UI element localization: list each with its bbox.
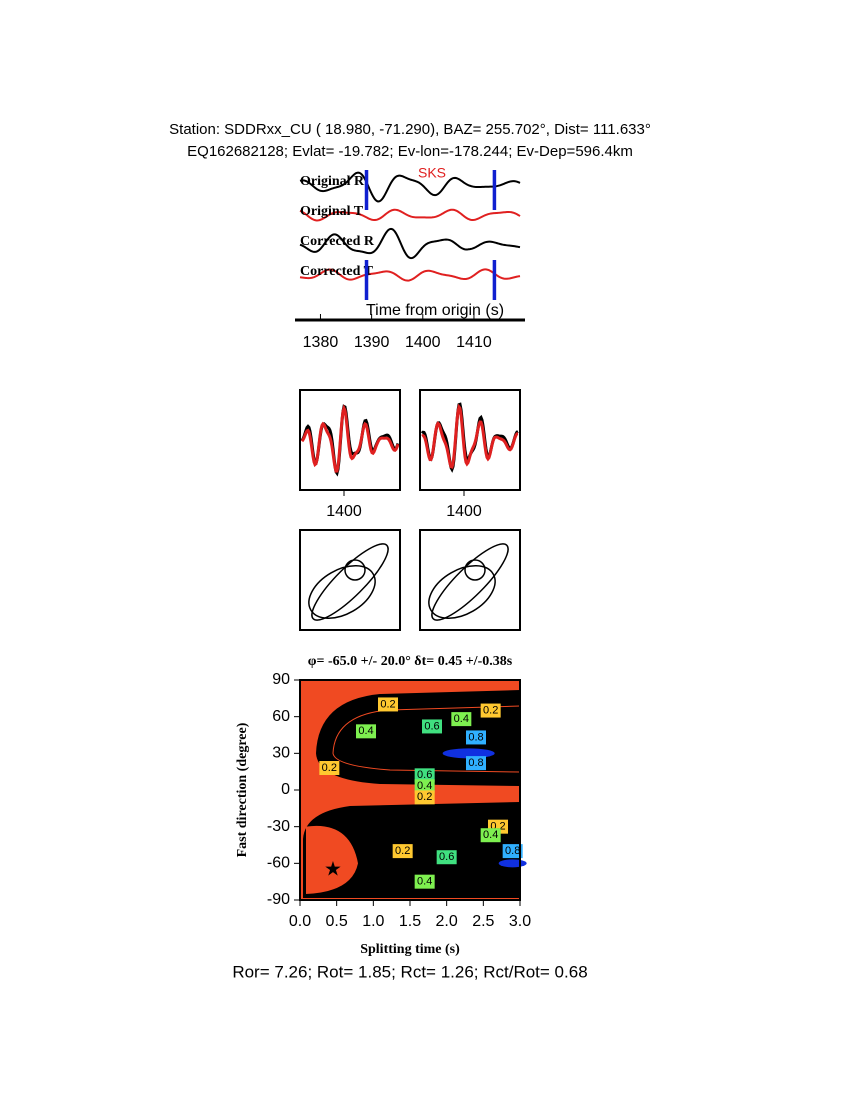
contour-label-box xyxy=(502,844,523,859)
contour-label-box xyxy=(392,844,413,859)
contour-label: 0.6 xyxy=(417,769,432,781)
contour-label-box xyxy=(319,761,340,775)
trace xyxy=(299,208,521,222)
trace-label: Original R xyxy=(300,174,365,189)
trace xyxy=(421,403,519,469)
trace xyxy=(299,268,521,282)
x-axis-label: Time from origin (s) xyxy=(366,302,504,319)
particle-motion xyxy=(311,543,389,621)
contour-label: 0.4 xyxy=(417,780,432,792)
contour-label: 0.2 xyxy=(417,791,432,803)
contour-label-box xyxy=(480,703,501,718)
contour-label-box xyxy=(466,756,486,771)
contour-label: 0.4 xyxy=(417,876,432,888)
header-line: EQ162682128; Evlat= -19.782; Ev-lon=-178… xyxy=(187,143,633,160)
contour-label-box xyxy=(466,730,486,745)
particle-motion xyxy=(431,543,509,621)
contour-band xyxy=(306,825,358,894)
x-tick-label: 1390 xyxy=(354,334,390,351)
x-tick-label: 1.5 xyxy=(399,913,421,930)
contour-label-box xyxy=(414,790,435,805)
contour-label: 0.8 xyxy=(468,757,483,769)
contour-label: 0.6 xyxy=(424,720,439,732)
x-tick-label: 1380 xyxy=(303,334,339,351)
y-axis-label: Fast direction (degree) xyxy=(235,722,250,857)
trace xyxy=(299,171,521,203)
contour-label: 0.2 xyxy=(322,762,337,774)
x-tick-label: 1.0 xyxy=(362,913,384,930)
best-fit-star: ★ xyxy=(324,859,342,881)
y-tick-label: 60 xyxy=(272,708,290,725)
x-tick-label: 0.0 xyxy=(289,913,311,930)
contour-title: φ= -65.0 +/- 20.0° δt= 0.45 +/-0.38s xyxy=(308,654,513,669)
y-tick-label: -60 xyxy=(267,855,290,872)
y-tick-label: 0 xyxy=(281,781,290,798)
trace xyxy=(299,227,521,260)
contour-label-box xyxy=(378,697,398,712)
contour-label: 0.8 xyxy=(505,845,520,857)
contour-label-box xyxy=(480,828,501,843)
particle-motion xyxy=(308,565,376,619)
phase-label: SKS xyxy=(418,165,446,181)
y-tick-label: 90 xyxy=(272,671,290,688)
particle-motion xyxy=(464,559,486,581)
panel xyxy=(419,389,521,491)
x-tick-label: 1400 xyxy=(326,503,362,520)
footer: Ror= 7.26; Rot= 1.85; Rct= 1.26; Rct/Rot… xyxy=(232,962,587,981)
x-tick-label: 2.0 xyxy=(436,913,458,930)
panel xyxy=(419,529,521,631)
particle-motion xyxy=(428,565,496,619)
contour-label: 0.8 xyxy=(468,731,483,743)
x-tick-label: 1400 xyxy=(405,334,441,351)
x-axis-label: Splitting time (s) xyxy=(360,942,460,957)
x-tick-label: 3.0 xyxy=(509,913,531,930)
trace-label: Original T xyxy=(300,204,364,219)
contour-min xyxy=(442,748,495,759)
contour-label-box xyxy=(422,719,442,734)
panel xyxy=(299,389,401,491)
contour-min xyxy=(498,859,527,868)
contour-label-box xyxy=(414,874,435,889)
x-tick-label: 0.5 xyxy=(326,913,348,930)
contour-label: 0.6 xyxy=(439,851,454,863)
y-tick-label: -30 xyxy=(267,818,290,835)
x-tick-label: 1410 xyxy=(456,334,492,351)
contour-label-box xyxy=(451,712,472,727)
contour-label-box xyxy=(414,779,435,794)
trace-label: Corrected R xyxy=(300,234,375,249)
contour-label: 0.4 xyxy=(454,713,469,725)
header-line: Station: SDDRxx_CU ( 18.980, -71.290), B… xyxy=(169,121,651,138)
contour-label: 0.2 xyxy=(380,698,395,710)
contour-label: 0.2 xyxy=(483,704,498,716)
panel xyxy=(299,529,401,631)
x-tick-label: 1400 xyxy=(446,503,482,520)
x-tick-label: 2.5 xyxy=(472,913,494,930)
particle-motion xyxy=(344,559,366,581)
contour-band xyxy=(332,705,521,773)
y-tick-label: -90 xyxy=(267,891,290,908)
contour-label-box xyxy=(356,724,376,739)
y-tick-label: 30 xyxy=(272,745,290,762)
contour-label: 0.4 xyxy=(483,829,498,841)
contour-label-box xyxy=(436,850,457,865)
contour-label: 0.2 xyxy=(395,845,410,857)
trace xyxy=(300,404,400,473)
contour-label-box xyxy=(414,768,435,783)
contour-label: 0.4 xyxy=(358,725,373,737)
trace-label: Corrected T xyxy=(300,264,374,279)
